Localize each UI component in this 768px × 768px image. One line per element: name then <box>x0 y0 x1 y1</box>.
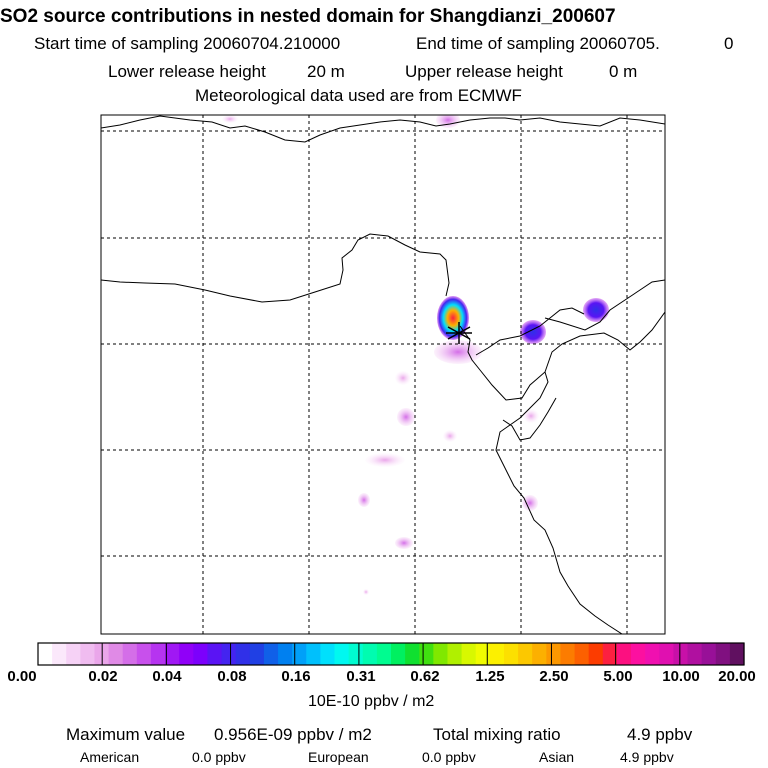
colorbar-tick-label: 0.16 <box>281 668 311 685</box>
colorbar-tick-label: 0.00 <box>7 668 37 685</box>
colorbar-cell <box>659 643 674 665</box>
colorbar-cell <box>503 643 519 665</box>
colorbar-cell <box>207 643 223 665</box>
european-value: 0.0 ppbv <box>422 749 476 765</box>
colorbar-cell <box>66 643 81 665</box>
colorbar-cell <box>179 643 194 665</box>
colorbar-cell <box>616 643 632 665</box>
colorbar-cell <box>306 643 321 665</box>
colorbar-tick-label: 0.31 <box>346 668 376 685</box>
colorbar-cell <box>320 643 336 665</box>
colorbar-cell <box>136 643 152 665</box>
colorbar-cell <box>334 643 350 665</box>
max-value-label: Maximum value <box>66 725 186 744</box>
colorbar-cell <box>150 643 166 665</box>
colorbar-cell <box>532 643 547 665</box>
met-data-source: Meteorological data used are from ECMWF <box>195 86 522 105</box>
colorbar-cell <box>729 643 745 665</box>
colorbar-tick-label: 10.00 <box>662 668 700 685</box>
colorbar-tick-label: 2.50 <box>539 668 569 685</box>
colorbar-cell <box>574 643 590 665</box>
colorbar-tick-label: 0.62 <box>410 668 440 685</box>
plot-title: SO2 source contributions in nested domai… <box>0 6 616 27</box>
colorbar-cell <box>701 643 717 665</box>
end-time: End time of sampling 20060705. <box>416 34 660 53</box>
asian-value: 4.9 ppbv <box>620 749 674 765</box>
asian-label: Asian <box>539 749 575 765</box>
colorbar-cell <box>278 643 293 665</box>
lower-release-label: Lower release height <box>108 62 266 81</box>
colorbar-cell <box>405 643 420 665</box>
colorbar-cell <box>433 643 449 665</box>
colorbar-cell <box>588 643 604 665</box>
map-frame <box>100 114 666 635</box>
colorbar-cell <box>221 643 237 665</box>
colorbar-cell <box>447 643 463 665</box>
colorbar-cell <box>193 643 209 665</box>
colorbar-cell <box>489 643 505 665</box>
colorbar-cell <box>391 643 406 665</box>
colorbar-cell <box>687 643 703 665</box>
coastlines-borders <box>101 115 665 634</box>
max-value: 0.956E-09 ppbv / m2 <box>214 725 372 744</box>
colorbar-cell <box>518 643 533 665</box>
colorbar <box>37 642 745 666</box>
start-time: Start time of sampling 20060704.210000 <box>34 34 341 53</box>
colorbar-border <box>37 642 745 666</box>
american-value: 0.0 ppbv <box>192 749 246 765</box>
colorbar-cell <box>475 643 491 665</box>
colorbar-cell <box>52 643 67 665</box>
total-mixing-label: Total mixing ratio <box>433 725 561 744</box>
colorbar-cell <box>249 643 265 665</box>
colorbar-units: 10E-10 ppbv / m2 <box>308 693 435 710</box>
colorbar-cell <box>645 643 660 665</box>
lower-release-value: 20 m <box>307 62 345 81</box>
colorbar-tick-label: 0.08 <box>217 668 247 685</box>
european-label: European <box>308 749 369 765</box>
colorbar-cell <box>673 643 689 665</box>
colorbar-cell <box>235 643 251 665</box>
colorbar-cell <box>80 643 96 665</box>
colorbar-cell <box>38 643 53 665</box>
upper-release-label: Upper release height <box>405 62 563 81</box>
colorbar-tick-label: 1.25 <box>475 668 505 685</box>
concentration-field <box>222 115 609 595</box>
colorbar-cell <box>560 643 576 665</box>
colorbar-cell <box>546 643 562 665</box>
colorbar-cell <box>292 643 307 665</box>
site-marker-icon <box>446 322 472 344</box>
colorbar-cell <box>362 643 378 665</box>
colorbar-cell <box>461 643 477 665</box>
total-mixing-value: 4.9 ppbv <box>627 725 693 744</box>
colorbar-cell <box>602 643 618 665</box>
lat-lon-grid <box>101 115 665 634</box>
colorbar-tick-label: 20.00 <box>718 668 756 685</box>
colorbar-cell <box>631 643 646 665</box>
american-label: American <box>80 749 140 765</box>
colorbar-cell <box>419 643 434 665</box>
upper-release-value: 0 m <box>609 62 638 81</box>
colorbar-tick-label: 0.04 <box>152 668 182 685</box>
colorbar-tick-label: 5.00 <box>603 668 633 685</box>
colorbar-cell <box>165 643 180 665</box>
colorbar-cell <box>715 643 731 665</box>
colorbar-cell <box>348 643 364 665</box>
end-time-suffix: 0 <box>724 34 734 53</box>
colorbar-cell <box>108 643 124 665</box>
colorbar-tick-label: 0.02 <box>88 668 118 685</box>
colorbar-cell <box>263 643 279 665</box>
colorbar-cell <box>122 643 138 665</box>
colorbar-cell <box>376 643 392 665</box>
